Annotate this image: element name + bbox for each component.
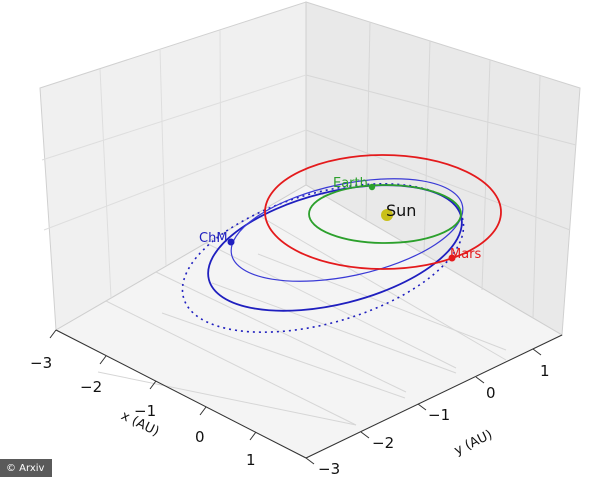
x-tick-label-0: 0	[195, 428, 205, 446]
y-tick-label-neg2: −2	[372, 434, 394, 452]
mars-point	[448, 254, 456, 262]
earth-point	[368, 183, 376, 191]
y-axis-line	[305, 334, 563, 459]
chm-label: ChM	[199, 231, 228, 246]
x-tick-label-1: 1	[246, 451, 256, 469]
chm-point	[227, 238, 235, 246]
y-tick-label-neg1: −1	[428, 406, 450, 424]
x-tick-label-neg1: −1	[134, 402, 156, 420]
series-earth-orbit-line	[308, 184, 462, 244]
series-mars-orbit-line	[264, 154, 502, 270]
x-tick-label-neg2: −2	[80, 378, 102, 396]
credit-text: © Arxiv	[6, 463, 45, 474]
back-left-grid	[41, 29, 307, 299]
earth-label: Earth	[333, 176, 368, 191]
x-tick-label-neg3: −3	[30, 354, 52, 372]
y-tick-label-neg3: −3	[318, 460, 340, 477]
series-dotted-orbit-line	[181, 183, 465, 333]
back-right-grid	[305, 21, 577, 319]
sun-label: Sun	[386, 201, 416, 220]
y-tick-marks	[305, 348, 542, 465]
sun-point	[381, 209, 393, 221]
y-tick-label-0: 0	[486, 384, 496, 402]
x-tick-marks	[49, 329, 257, 441]
series-chm-orbit-line-2	[230, 178, 464, 282]
y-tick-label-1: 1	[540, 362, 550, 380]
credit-badge	[0, 459, 52, 477]
x-axis-line	[55, 329, 307, 459]
mars-label: Mars	[450, 247, 482, 262]
y-axis-label: y (AU)	[452, 427, 495, 458]
